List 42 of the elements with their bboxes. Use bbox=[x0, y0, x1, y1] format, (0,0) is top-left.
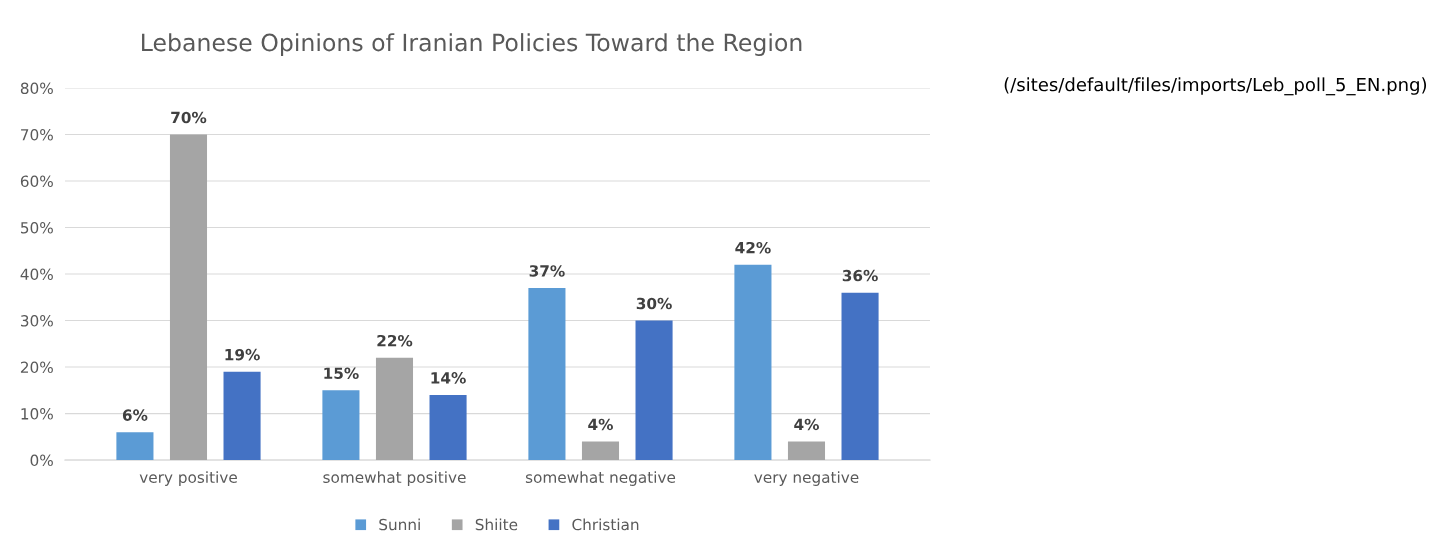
bar bbox=[528, 288, 566, 461]
legend-label: Christian bbox=[572, 518, 639, 531]
bar bbox=[787, 441, 826, 461]
data-label: 4% bbox=[794, 418, 819, 431]
bar bbox=[116, 432, 154, 461]
legend-label: Shiite bbox=[475, 518, 518, 531]
y-tick-label: 80% bbox=[20, 82, 53, 95]
x-tick-label: somewhat positive bbox=[323, 471, 466, 486]
data-label: 22% bbox=[377, 334, 413, 347]
bar bbox=[169, 134, 208, 461]
data-label: 6% bbox=[122, 409, 148, 421]
data-label: 14% bbox=[431, 372, 466, 384]
y-tick-label: 40% bbox=[20, 268, 53, 281]
x-tick-label: very negative bbox=[754, 471, 859, 486]
text: (/sites/default/files/imports/Leb_poll_5_EN.png) bbox=[1004, 77, 1427, 96]
data-label: 30% bbox=[636, 297, 672, 310]
y-tick-label: 20% bbox=[20, 361, 53, 374]
y-tick-label: 50% bbox=[21, 222, 53, 234]
legend-label: Sunni bbox=[379, 518, 420, 531]
x-tick-label: somewhat negative bbox=[525, 471, 676, 486]
bar bbox=[223, 371, 261, 461]
data-label: 37% bbox=[529, 265, 565, 277]
bar bbox=[429, 394, 467, 461]
data-label: 4% bbox=[588, 418, 613, 431]
x-tick-label: very positive bbox=[139, 471, 237, 486]
chart-title: Lebanese Opinions of Iranian Policies Toward the Region bbox=[142, 33, 802, 56]
bar bbox=[375, 357, 414, 461]
bar bbox=[581, 441, 620, 461]
bar bbox=[635, 320, 673, 461]
data-label: 19% bbox=[225, 348, 260, 361]
bar bbox=[322, 390, 360, 461]
y-tick-label: 70% bbox=[21, 128, 53, 141]
data-label: 15% bbox=[324, 367, 359, 380]
y-tick-label: 60% bbox=[20, 175, 53, 188]
data-label: 70% bbox=[171, 111, 207, 124]
bar bbox=[841, 292, 879, 461]
y-tick-label: 10% bbox=[21, 408, 53, 420]
y-tick-label: 0% bbox=[30, 454, 53, 467]
bar bbox=[734, 264, 772, 461]
y-tick-label: 30% bbox=[20, 315, 53, 327]
data-label: 36% bbox=[842, 269, 878, 282]
data-label: 42% bbox=[735, 241, 771, 254]
